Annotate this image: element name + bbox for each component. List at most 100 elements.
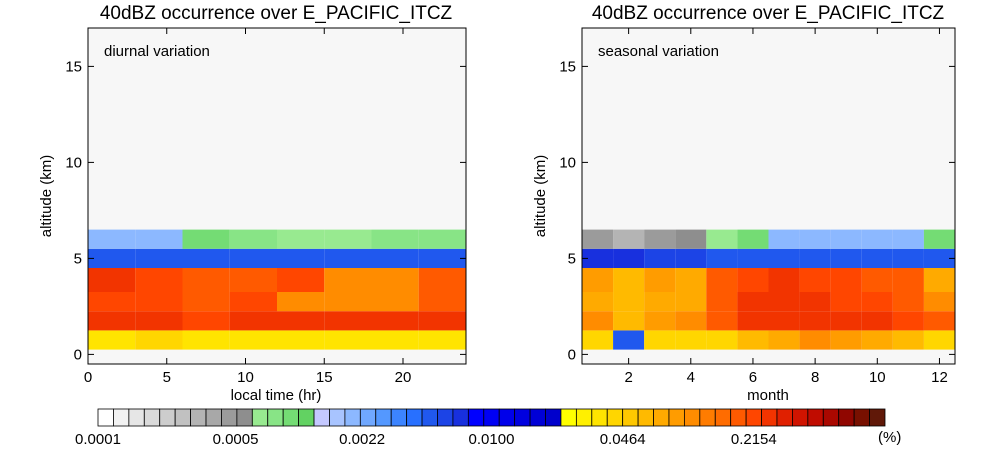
colorbar-swatch <box>730 408 747 427</box>
x-tick-label: 5 <box>163 369 171 386</box>
colorbar-swatch <box>529 408 546 427</box>
heatmap-cell <box>799 268 831 292</box>
heatmap-cell <box>182 248 230 268</box>
y-tick-label: 10 <box>559 154 576 171</box>
colorbar-swatch <box>143 408 161 427</box>
colorbar-swatch <box>545 408 562 427</box>
colorbar-swatch <box>329 408 346 427</box>
y-tick-label: 15 <box>559 58 576 75</box>
heatmap-cell <box>861 268 893 292</box>
heatmap-cell <box>324 330 372 350</box>
y-tick-label: 0 <box>74 346 82 363</box>
colorbar-swatch <box>807 408 824 427</box>
heatmap-cell <box>737 268 769 292</box>
heatmap-cell <box>229 330 277 350</box>
colorbar-tick-label: 0.0022 <box>339 431 385 448</box>
heatmap-cell <box>229 311 277 331</box>
x-tick-label: 10 <box>237 369 254 386</box>
heatmap-cell <box>799 229 831 249</box>
colorbar-swatch <box>128 408 145 427</box>
x-axis-label: month <box>747 387 789 404</box>
y-tick-label: 10 <box>65 154 82 171</box>
heatmap-cell <box>737 311 769 331</box>
colorbar: 0.0001 0.0005 0.0022 0.0100 0.0464 0.2154 (%) <box>75 408 901 448</box>
heatmap-cell <box>706 229 738 249</box>
colorbar-swatch <box>344 408 361 427</box>
heatmap-cell <box>371 330 419 350</box>
colorbar-unit: (%) <box>878 429 901 446</box>
heatmap-cell <box>830 330 862 350</box>
chart-title: 40dBZ occurrence over E_PACIFIC_ITCZ <box>100 3 453 24</box>
heatmap-cell <box>324 292 372 312</box>
heatmap-cell <box>923 268 955 292</box>
chart-title: 40dBZ occurrence over E_PACIFIC_ITCZ <box>592 3 945 24</box>
heatmap-cell <box>229 292 277 312</box>
heatmap-cell <box>706 268 738 292</box>
heatmap-cell <box>830 248 862 268</box>
colorbar-swatch <box>359 408 377 427</box>
y-tick-label: 5 <box>74 250 82 267</box>
colorbar-tick-label: 0.2154 <box>731 431 777 448</box>
heatmap-cell <box>88 311 136 331</box>
colorbar-tick-label: 0.0001 <box>75 431 121 448</box>
heatmap-cell <box>135 229 183 249</box>
heatmap-cell <box>229 248 277 268</box>
x-tick-label: 2 <box>624 369 632 386</box>
heatmap-cell <box>737 292 769 312</box>
heatmap-cell <box>613 292 645 312</box>
colorbar-swatch <box>483 408 500 427</box>
heatmap-cell <box>88 292 136 312</box>
colorbar-swatch <box>159 408 176 427</box>
heatmap-cell <box>324 311 372 331</box>
annotation-label: diurnal variation <box>104 43 210 60</box>
colorbar-swatch <box>606 408 624 427</box>
heatmap-cell <box>418 292 466 312</box>
heatmap-cell <box>923 248 955 268</box>
heatmap-cell <box>88 229 136 249</box>
heatmap-cell <box>229 268 277 292</box>
heatmap-cell <box>182 229 230 249</box>
colorbar-tick-label: 0.0464 <box>600 431 646 448</box>
heatmap-cell <box>861 229 893 249</box>
heatmap-cell <box>768 268 800 292</box>
heatmap-cell <box>182 330 230 350</box>
colorbar-swatch <box>838 408 855 427</box>
heatmap-cell <box>88 248 136 268</box>
heatmap-cell <box>737 330 769 350</box>
heatmap-cell <box>799 330 831 350</box>
heatmap-cell <box>799 248 831 268</box>
heatmap-cell <box>675 330 707 350</box>
colorbar-swatch <box>761 408 778 427</box>
colorbar-swatch <box>190 408 207 427</box>
heatmap-cell <box>675 292 707 312</box>
y-tick-label: 15 <box>65 58 82 75</box>
colorbar-tick-label: 0.0100 <box>469 431 515 448</box>
colorbar-swatches <box>97 408 886 427</box>
colorbar-swatch <box>498 408 516 427</box>
heatmap-cell <box>892 292 924 312</box>
colorbar-swatch <box>869 408 886 427</box>
heatmap-cell <box>324 268 372 292</box>
heatmap-cell <box>768 292 800 312</box>
colorbar-swatch <box>591 408 608 427</box>
heatmap-cell <box>135 292 183 312</box>
heatmap-cell <box>861 292 893 312</box>
heatmap-cell <box>418 330 466 350</box>
heatmap-cell <box>582 292 614 312</box>
heatmap-cell <box>613 311 645 331</box>
heatmap-cell <box>182 311 230 331</box>
heatmap-cell <box>892 268 924 292</box>
heatmap-cell <box>418 311 466 331</box>
heatmap-cell <box>830 292 862 312</box>
heatmap-cell <box>135 248 183 268</box>
colorbar-swatch <box>437 408 454 427</box>
y-tick-label: 5 <box>568 250 576 267</box>
heatmap-cell <box>88 268 136 292</box>
colorbar-swatch <box>452 408 469 427</box>
colorbar-swatch <box>514 408 531 427</box>
heatmap-cell <box>923 229 955 249</box>
heatmap-cell <box>892 311 924 331</box>
heatmap-cell <box>418 229 466 249</box>
annotation-label: seasonal variation <box>598 43 719 60</box>
